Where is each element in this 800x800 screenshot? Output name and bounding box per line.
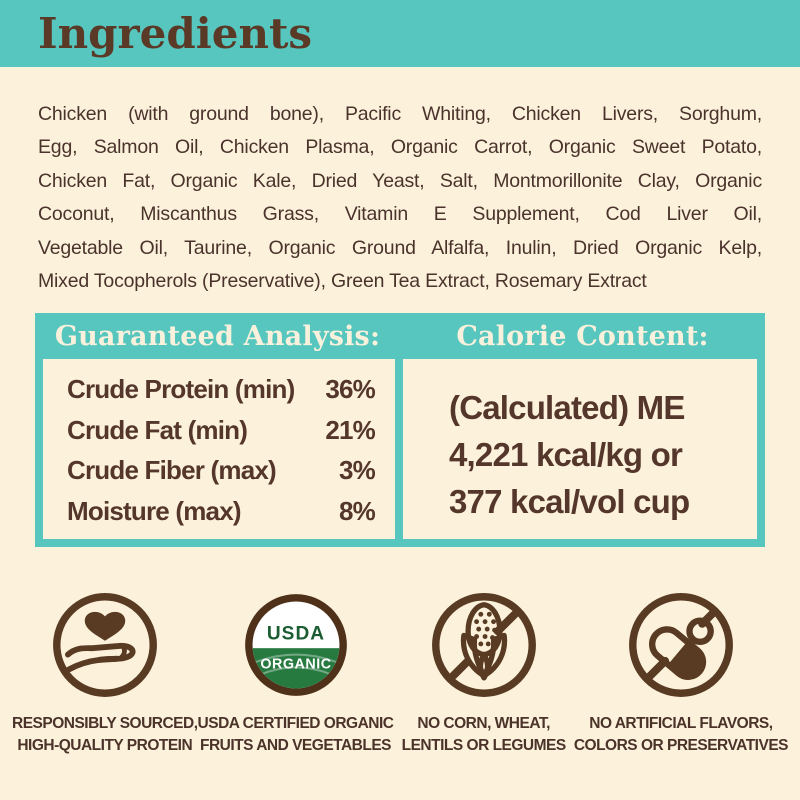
analysis-value: 36% <box>325 374 375 405</box>
analysis-label: Crude Fiber (max) <box>67 455 277 486</box>
analysis-row: Crude Fiber (max) 3% <box>67 455 376 486</box>
usda-seal-bottom-text: ORGANIC <box>260 657 331 673</box>
page-title: Ingredients <box>38 8 313 58</box>
analysis-value: 21% <box>325 414 375 445</box>
calorie-line: 377 kcal/vol cup <box>449 483 690 521</box>
calorie-line: (Calculated) ME <box>449 389 685 427</box>
badge-caption-line: LENTILS OR LEGUMES <box>401 737 567 755</box>
badge-caption-line: NO CORN, WHEAT, <box>417 715 550 733</box>
badge-caption: USDA CERTIFIED ORGANIC FRUITS AND VEGETA… <box>198 713 394 757</box>
analysis-row: Crude Protein (min) 36% <box>67 374 376 405</box>
page-header: Ingredients <box>0 0 800 67</box>
ingredients-line: Egg, Salmon Oil, Chicken Plasma, Organic… <box>38 136 762 159</box>
guaranteed-analysis-title: Guaranteed Analysis: <box>54 320 381 352</box>
badge-caption-line: USDA CERTIFIED ORGANIC <box>197 715 394 733</box>
ingredients-paragraph: Chicken (with ground bone), Pacific Whit… <box>38 98 762 298</box>
badge-caption-line: RESPONSIBLY SOURCED, <box>12 715 198 733</box>
badge-responsibly-sourced: RESPONSIBLY SOURCED, HIGH-QUALITY PROTEI… <box>12 592 198 757</box>
no-additives-icon <box>628 593 733 698</box>
no-corn-icon <box>431 593 536 698</box>
badge-no-additives: NO ARTIFICIAL FLAVORS, COLORS OR PRESERV… <box>573 592 789 757</box>
nutrition-box-header: Guaranteed Analysis: Calorie Content: <box>35 313 765 359</box>
ingredients-line: Chicken Fat, Organic Kale, Dried Yeast, … <box>38 169 762 192</box>
pet-food-label: Ingredients Chicken (with ground bone), … <box>0 0 800 757</box>
ingredients-line: Coconut, Miscanthus Grass, Vitamin E Sup… <box>38 203 762 226</box>
nutrition-box: Guaranteed Analysis: Calorie Content: Cr… <box>35 313 765 548</box>
badge-caption-line: NO ARTIFICIAL FLAVORS, <box>589 715 773 733</box>
analysis-label: Moisture (max) <box>67 495 242 526</box>
calorie-content-title: Calorie Content: <box>456 320 709 352</box>
badge-caption-line: FRUITS AND VEGETABLES <box>200 737 392 755</box>
badge-caption-line: COLORS OR PRESERVATIVES <box>573 737 789 755</box>
badge-caption: RESPONSIBLY SOURCED, HIGH-QUALITY PROTEI… <box>12 713 198 757</box>
analysis-value: 8% <box>339 495 376 526</box>
usda-organic-seal-icon: USDA ORGANIC <box>244 594 347 697</box>
hand-heart-icon <box>52 593 157 698</box>
badge-caption: NO CORN, WHEAT, LENTILS OR LEGUMES <box>401 713 567 757</box>
calorie-line: 4,221 kcal/kg or <box>449 436 683 474</box>
ingredients-line: Mixed Tocopherols (Preservative), Green … <box>38 270 647 293</box>
analysis-label: Crude Protein (min) <box>67 374 295 405</box>
analysis-row: Moisture (max) 8% <box>67 495 376 527</box>
nutrition-panels: Crude Protein (min) 36% Crude Fat (min) … <box>35 359 765 547</box>
badges-row: RESPONSIBLY SOURCED, HIGH-QUALITY PROTEI… <box>0 592 800 757</box>
analysis-label: Crude Fat (min) <box>67 414 248 445</box>
badge-no-corn: NO CORN, WHEAT, LENTILS OR LEGUMES <box>394 592 574 757</box>
usda-seal-top-text: USDA <box>266 624 324 645</box>
guaranteed-analysis-panel: Crude Protein (min) 36% Crude Fat (min) … <box>43 359 395 540</box>
analysis-row: Crude Fat (min) 21% <box>67 414 376 446</box>
ingredients-line: Vegetable Oil, Taurine, Organic Ground A… <box>38 236 762 259</box>
badge-caption-line: HIGH-QUALITY PROTEIN <box>17 737 193 755</box>
calorie-content-panel: (Calculated) ME 4,221 kcal/kg or 377 kca… <box>403 359 757 540</box>
ingredients-line: Chicken (with ground bone), Pacific Whit… <box>38 103 762 125</box>
analysis-value: 3% <box>339 455 376 486</box>
badge-usda-organic: USDA ORGANIC USDA CERTIFIED ORGANIC FRUI… <box>198 592 394 757</box>
badge-caption: NO ARTIFICIAL FLAVORS, COLORS OR PRESERV… <box>573 713 789 757</box>
